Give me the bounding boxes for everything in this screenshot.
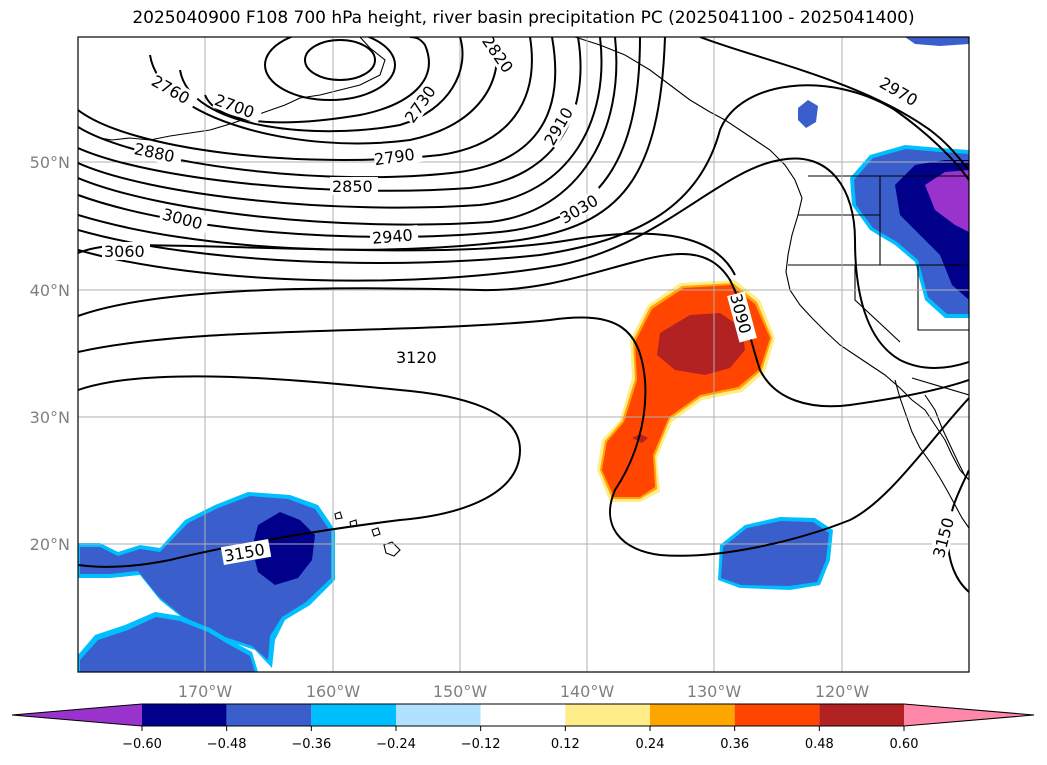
longitude-labels: 170°W 160°W 150°W 140°W 130°W 120°W bbox=[178, 682, 870, 701]
latitude-labels: 50°N 40°N 30°N 20°N bbox=[30, 153, 70, 554]
colorbar-tick-label: 0.60 bbox=[890, 737, 919, 752]
colorbar-segment bbox=[734, 704, 820, 726]
positive-anomaly-core-small bbox=[632, 434, 648, 443]
negative-anomaly-west-deep bbox=[252, 512, 315, 585]
lat-label: 50°N bbox=[30, 153, 70, 172]
state-border-nv-ca bbox=[854, 265, 901, 343]
map-title: 2025040900 F108 700 hPa height, river ba… bbox=[132, 8, 915, 28]
alaska-coast bbox=[189, 37, 386, 134]
hawaii-kauai bbox=[334, 511, 343, 520]
contour-label: 3060 bbox=[104, 242, 145, 261]
colorbar-segment bbox=[480, 704, 566, 726]
hawaii-maui bbox=[371, 527, 381, 537]
colorbar-tick-label: −0.24 bbox=[376, 737, 416, 752]
map-frame bbox=[77, 36, 970, 673]
west-coast bbox=[785, 197, 969, 481]
colorbar-extend-max bbox=[904, 704, 1034, 726]
colorbar-tick-label: 0.24 bbox=[636, 737, 665, 752]
negative-anomaly-southwest-main bbox=[80, 617, 255, 672]
contour-low-1 bbox=[304, 39, 376, 81]
colorbar-segment bbox=[396, 704, 481, 726]
colorbar-segment bbox=[565, 704, 650, 726]
lat-label: 30°N bbox=[30, 408, 70, 427]
colorbar-segment bbox=[650, 704, 735, 726]
positive-anomaly-core bbox=[657, 313, 745, 375]
colorbar-segment bbox=[819, 704, 904, 726]
precip-shading bbox=[78, 37, 969, 672]
colorbar-segment bbox=[311, 704, 396, 726]
gulf-of-california bbox=[924, 394, 967, 479]
colorbar: −0.60 −0.48 −0.36 −0.24 −0.12 0.12 0.24 0.36 0.4… bbox=[11, 703, 1035, 752]
lat-label: 40°N bbox=[30, 281, 70, 300]
negative-anomaly-northeast-extreme bbox=[925, 170, 969, 232]
colorbar-tick-label: −0.36 bbox=[291, 737, 331, 752]
lon-label: 120°W bbox=[815, 682, 870, 701]
lon-label: 170°W bbox=[178, 682, 233, 701]
contour-3000 bbox=[78, 84, 969, 264]
colorbar-segment bbox=[226, 704, 312, 726]
baja-coast bbox=[894, 379, 969, 529]
graticule bbox=[78, 37, 969, 672]
colorbar-segment bbox=[142, 704, 227, 726]
contour-low-2 bbox=[264, 37, 396, 101]
colorbar-tick-label: 0.12 bbox=[551, 737, 580, 752]
hawaii-big-island bbox=[383, 541, 401, 557]
contour-label: 3120 bbox=[396, 348, 437, 367]
contour-2730 bbox=[179, 37, 464, 133]
contour-3090 bbox=[78, 253, 969, 408]
contour-2880 bbox=[78, 37, 603, 209]
negative-anomaly-bc-blob bbox=[798, 100, 818, 128]
colorbar-tick-label: 0.48 bbox=[805, 737, 834, 752]
us-mexico-border bbox=[911, 377, 969, 396]
contour-3120 bbox=[78, 316, 969, 557]
colorbar-tick-label: 0.36 bbox=[720, 737, 749, 752]
negative-anomaly-top-right bbox=[905, 37, 969, 46]
colorbar-extend-min bbox=[12, 704, 142, 726]
lon-label: 130°W bbox=[687, 682, 742, 701]
lon-label: 160°W bbox=[306, 682, 361, 701]
state-border-az bbox=[917, 265, 969, 331]
colorbar-tick-label: −0.12 bbox=[461, 737, 501, 752]
contour-label: 2850 bbox=[332, 177, 373, 196]
colorbar-tick-label: −0.48 bbox=[207, 737, 247, 752]
alaska-peninsula bbox=[99, 132, 191, 141]
contour-label: 2940 bbox=[371, 225, 413, 247]
lon-label: 150°W bbox=[433, 682, 488, 701]
contour-2910 bbox=[78, 37, 618, 226]
colorbar-tick-label: −0.60 bbox=[122, 737, 162, 752]
contour-3030 bbox=[78, 157, 969, 369]
lat-label: 20°N bbox=[30, 535, 70, 554]
lon-label: 140°W bbox=[560, 682, 615, 701]
